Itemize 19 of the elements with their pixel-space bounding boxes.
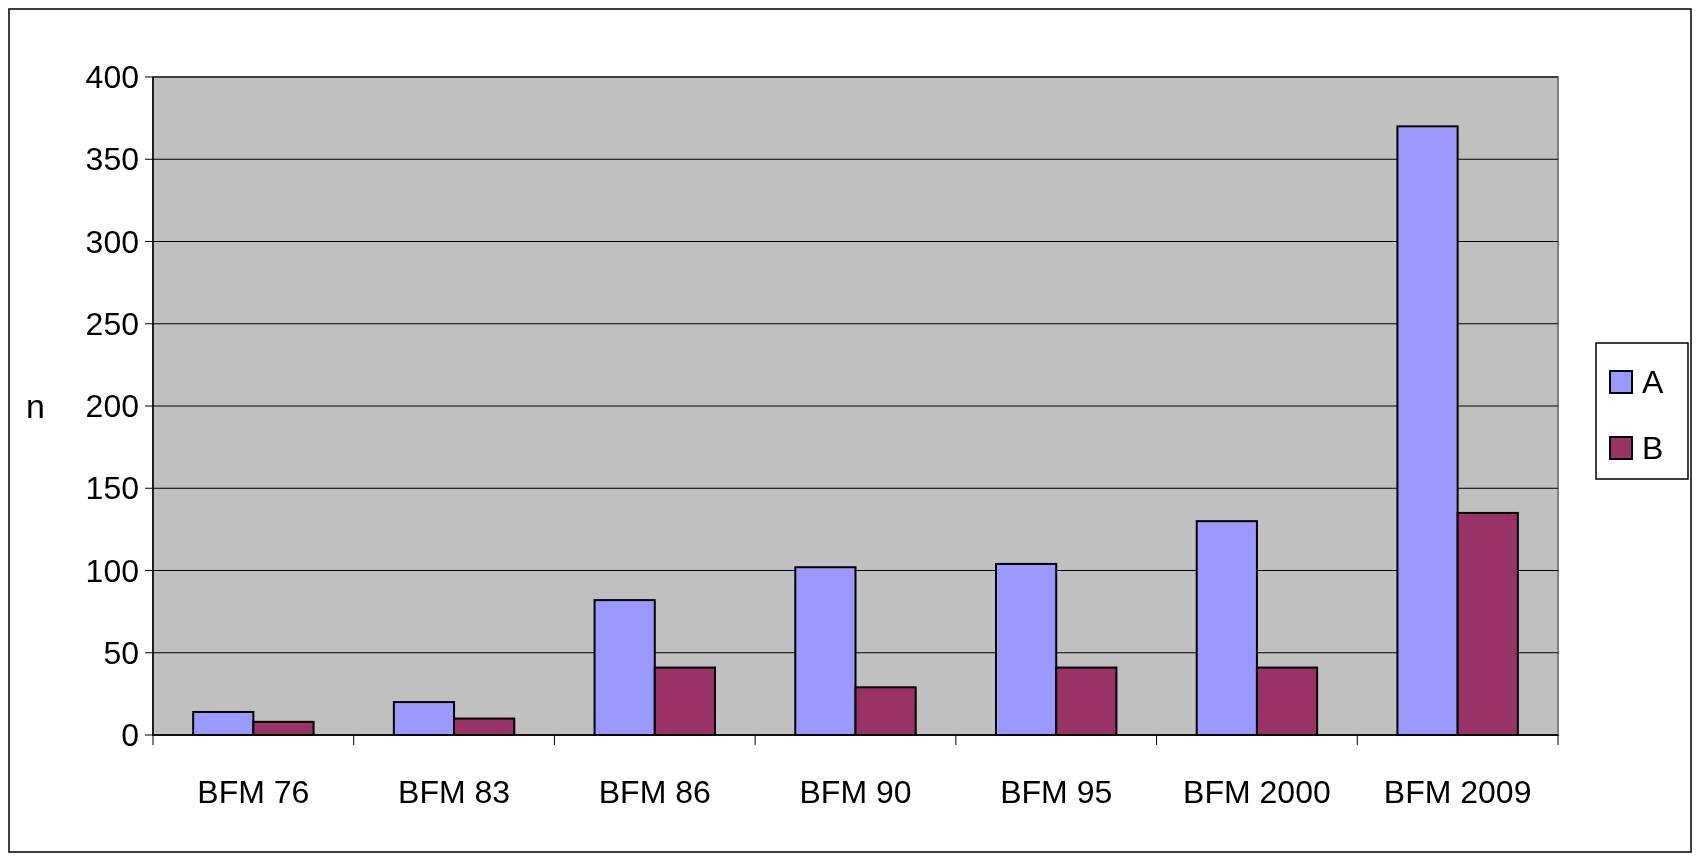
y-tick-label: 0 bbox=[121, 717, 139, 754]
x-tick-label: BFM 76 bbox=[197, 774, 310, 810]
y-tick-label: 50 bbox=[103, 634, 139, 671]
x-tick-label: BFM 2009 bbox=[1383, 774, 1532, 810]
y-tick-label: 250 bbox=[85, 305, 139, 342]
y-tick-label: 150 bbox=[85, 470, 139, 507]
x-tick-label: BFM 95 bbox=[1000, 774, 1113, 810]
x-tick-label: BFM 83 bbox=[398, 774, 511, 810]
x-tick-label: BFM 90 bbox=[799, 774, 912, 810]
y-tick-label: 400 bbox=[85, 59, 139, 96]
x-tick-label: BFM 86 bbox=[598, 774, 711, 810]
x-tick-label: BFM 2000 bbox=[1183, 774, 1331, 810]
y-tick-label: 100 bbox=[85, 552, 139, 589]
legend-label: B bbox=[1642, 430, 1664, 467]
y-tick-label: 300 bbox=[85, 223, 139, 260]
y-tick-label: 350 bbox=[85, 141, 139, 178]
y-tick-label: 200 bbox=[85, 388, 139, 425]
legend-label: A bbox=[1642, 364, 1664, 401]
y-axis-title: n bbox=[26, 386, 45, 425]
